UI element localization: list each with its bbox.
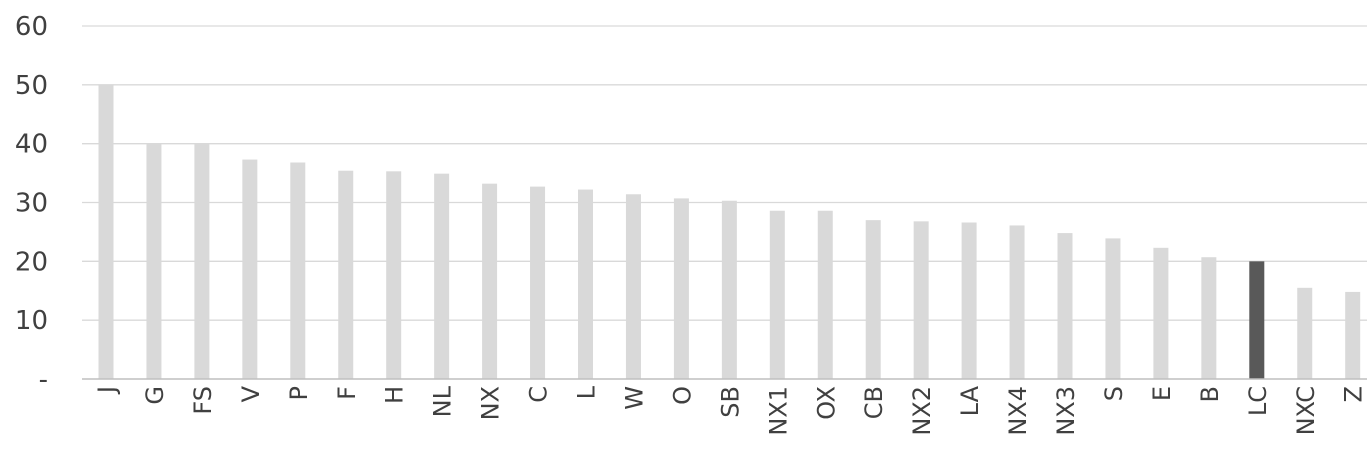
bar-nl	[434, 173, 450, 379]
bar-lc	[1249, 261, 1265, 379]
y-tick-label: -	[39, 365, 48, 395]
x-tick-label: CB	[860, 386, 888, 419]
x-tick-label: H	[381, 386, 409, 404]
x-tick-label: G	[141, 386, 169, 405]
bar-nx	[482, 183, 498, 379]
x-tick-label: NX	[477, 386, 505, 420]
bar-nx2	[913, 221, 929, 379]
x-tick-label: W	[620, 386, 648, 410]
y-tick-label: 50	[15, 71, 48, 101]
y-axis-tick-labels: - 10 20 30 40 50 60	[15, 12, 48, 395]
y-tick-label: 20	[15, 247, 48, 277]
bar-s	[1105, 238, 1121, 379]
bar-nx1	[769, 210, 785, 379]
x-tick-label: Z	[1340, 386, 1367, 402]
x-tick-label: P	[285, 386, 313, 400]
bar-cb	[865, 220, 881, 379]
x-tick-label: OX	[812, 386, 840, 420]
bar-nx4	[1009, 225, 1025, 379]
bar-l	[578, 189, 593, 379]
x-tick-label: LA	[956, 385, 984, 416]
bar-z	[1345, 291, 1361, 379]
x-tick-label: NL	[429, 385, 457, 417]
bar-nx3	[1057, 233, 1073, 379]
x-tick-label: E	[1148, 386, 1176, 401]
y-tick-label: 30	[15, 189, 48, 219]
bar-o	[673, 198, 689, 379]
x-tick-label: B	[1196, 386, 1224, 402]
x-tick-label: V	[237, 385, 265, 402]
bar-g	[146, 143, 162, 379]
x-tick-label: NX4	[1004, 386, 1032, 436]
x-tick-label: FS	[189, 386, 217, 415]
x-tick-label: NX3	[1052, 386, 1080, 436]
x-tick-label: C	[525, 386, 553, 403]
x-tick-label: L	[573, 385, 601, 399]
y-tick-label: 60	[15, 12, 48, 42]
bar-f	[338, 170, 354, 379]
bar-j	[98, 84, 114, 379]
x-tick-label: O	[668, 386, 696, 405]
y-tick-label: 40	[15, 130, 48, 160]
bar-sb	[721, 200, 737, 379]
x-tick-label: J	[93, 386, 121, 395]
bar-fs	[194, 143, 210, 379]
x-axis-tick-labels: J G FS V P F H NL NX C L W O SB NX1 OX CB NX2 LA NX4 NX3 S E B L…	[93, 385, 1367, 435]
x-tick-label: NXC	[1292, 386, 1320, 435]
bar-h	[386, 171, 402, 379]
x-tick-label: NX2	[908, 386, 936, 436]
x-tick-label: SB	[716, 386, 744, 418]
bar-v	[242, 159, 258, 379]
x-tick-label: F	[333, 386, 361, 400]
bars	[98, 84, 1361, 379]
bar-e	[1153, 247, 1169, 379]
y-tick-label: 10	[15, 306, 48, 336]
bar-c	[530, 186, 546, 379]
x-tick-label: LC	[1244, 386, 1272, 416]
x-tick-label: S	[1100, 386, 1128, 401]
x-tick-label: NX1	[764, 386, 792, 436]
bar-ox	[817, 210, 833, 379]
bar-w	[625, 194, 641, 379]
bar-p	[290, 162, 306, 379]
bar-b	[1201, 257, 1217, 379]
bar-la	[961, 222, 977, 379]
bar-nxc	[1297, 287, 1313, 379]
